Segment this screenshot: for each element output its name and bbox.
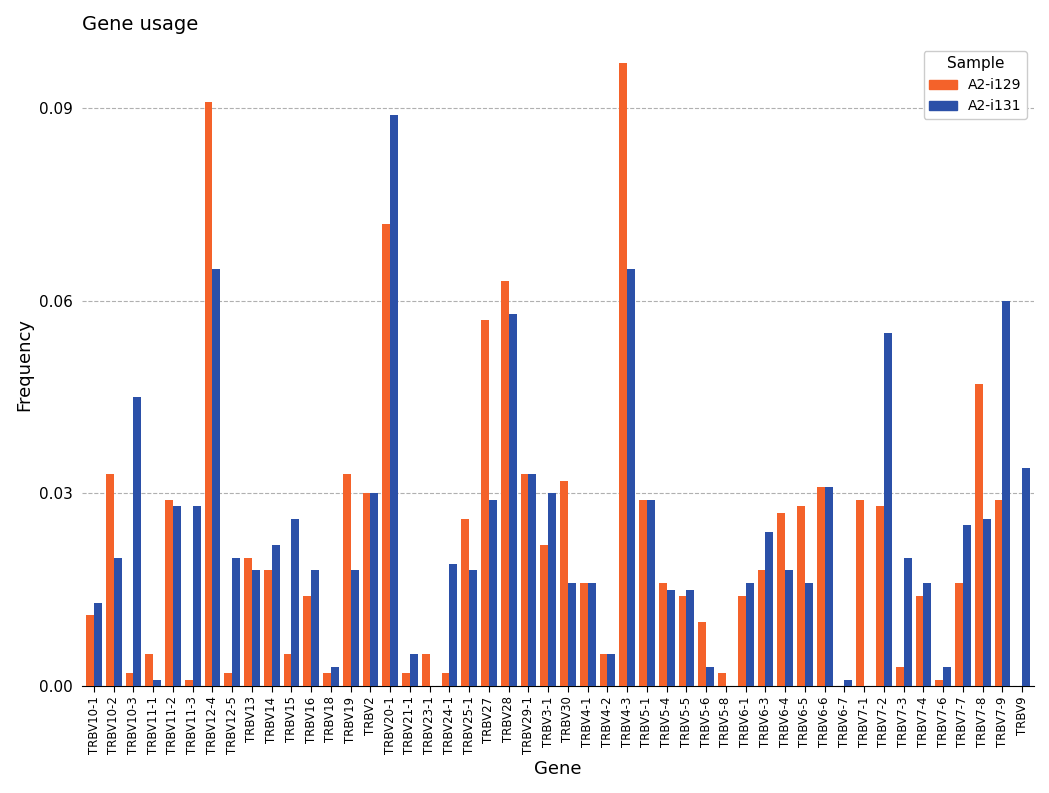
Bar [983,519,990,686]
Text: Gene usage: Gene usage [82,15,198,34]
Bar [963,526,970,686]
Bar [936,680,943,686]
Bar [462,519,469,686]
Bar [370,493,379,686]
Bar [390,114,399,686]
Bar [718,673,726,686]
Bar [244,557,252,686]
Bar [706,667,714,686]
Bar [224,673,232,686]
Bar [272,545,280,686]
Bar [133,397,142,686]
Bar [185,680,193,686]
Bar [481,320,489,686]
Bar [884,333,892,686]
Bar [500,282,509,686]
Bar [331,667,339,686]
Bar [757,570,766,686]
Bar [1022,468,1030,686]
Bar [382,224,390,686]
Bar [659,584,667,686]
Bar [509,313,516,686]
Bar [943,667,951,686]
Bar [449,564,457,686]
Bar [106,474,113,686]
Bar [343,474,350,686]
Bar [363,493,370,686]
Bar [679,596,686,686]
Bar [876,506,884,686]
Bar [805,584,813,686]
Bar [607,654,616,686]
Bar [844,680,853,686]
Bar [786,570,793,686]
Bar [916,596,923,686]
Bar [264,570,272,686]
Bar [173,506,180,686]
Bar [975,385,983,686]
Bar [312,570,319,686]
Bar [746,584,753,686]
Bar [766,532,773,686]
Bar [469,570,477,686]
Bar [529,474,536,686]
Bar [580,584,587,686]
Bar [647,500,655,686]
Bar [86,615,94,686]
Legend: A2-i129, A2-i131: A2-i129, A2-i131 [923,51,1027,119]
Bar [146,654,153,686]
Bar [825,487,833,686]
Bar [896,667,903,686]
Bar [252,570,260,686]
Bar [283,654,292,686]
Y-axis label: Frequency: Frequency [15,319,33,412]
Bar [205,102,213,686]
Bar [213,269,220,686]
Bar [153,680,162,686]
Bar [1003,301,1010,686]
Bar [923,584,932,686]
Bar [540,545,549,686]
Bar [410,654,418,686]
Bar [903,557,912,686]
Bar [856,500,864,686]
Bar [627,269,635,686]
Bar [699,622,706,686]
Bar [113,557,122,686]
Bar [560,481,568,686]
Bar [422,654,430,686]
Bar [165,500,173,686]
Bar [94,603,102,686]
Bar [303,596,312,686]
Bar [994,500,1003,686]
Bar [955,584,963,686]
Bar [777,512,786,686]
Bar [442,673,449,686]
X-axis label: Gene: Gene [534,760,582,778]
Bar [323,673,331,686]
Bar [568,584,576,686]
Bar [817,487,825,686]
Bar [639,500,647,686]
Bar [667,590,675,686]
Bar [797,506,805,686]
Bar [126,673,133,686]
Bar [292,519,299,686]
Bar [489,500,497,686]
Bar [587,584,596,686]
Bar [232,557,240,686]
Bar [619,63,627,686]
Bar [600,654,607,686]
Bar [520,474,529,686]
Bar [402,673,410,686]
Bar [737,596,746,686]
Bar [350,570,359,686]
Bar [686,590,694,686]
Bar [549,493,556,686]
Bar [193,506,200,686]
